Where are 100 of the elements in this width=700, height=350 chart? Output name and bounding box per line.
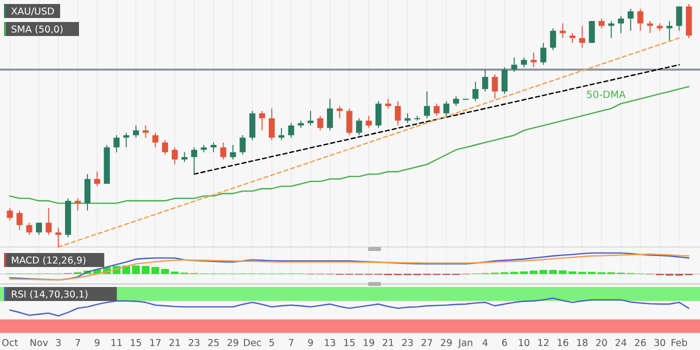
x-tick-label: 5 <box>268 338 275 349</box>
chart-title: RSI (14,70,30,1) <box>11 290 88 300</box>
x-tick-label: 3 <box>55 338 62 349</box>
candlestick <box>511 56 518 73</box>
candlestick <box>540 42 546 66</box>
candlestick <box>356 118 362 136</box>
candlestick <box>618 16 624 34</box>
bar <box>142 266 150 274</box>
x-tick-label: 11 <box>110 338 123 349</box>
x-tick-label: 7 <box>74 338 81 349</box>
candlestick <box>375 100 382 128</box>
candlestick <box>259 110 266 131</box>
candlestick <box>162 140 168 156</box>
bar <box>539 270 548 274</box>
candlestick <box>142 125 149 138</box>
x-tick-label: 25 <box>208 338 220 349</box>
candlestick <box>385 98 392 109</box>
x-tick-label: 26 <box>634 338 646 349</box>
bar <box>161 268 169 274</box>
bar <box>520 271 528 274</box>
x-tick-label: 15 <box>130 338 142 349</box>
candlestick <box>394 100 401 126</box>
candlestick <box>240 134 246 156</box>
candlestick <box>191 146 198 175</box>
candlestick <box>666 20 672 41</box>
candlestick <box>530 52 537 68</box>
candlestick <box>94 171 100 187</box>
candlestick <box>46 208 52 236</box>
chart-title: MACD (12,26,9) <box>11 256 86 266</box>
candlestick <box>55 227 62 248</box>
candlestick <box>308 110 314 126</box>
x-tick-label: 19 <box>362 338 375 349</box>
bar <box>132 266 140 274</box>
candlestick <box>598 18 605 29</box>
x-tick-label: 10 <box>518 338 530 349</box>
chart-title: XAU/USD <box>11 6 54 18</box>
candlestick <box>424 90 430 119</box>
x-tick-label: Dec <box>243 338 262 349</box>
candlestick <box>588 20 595 44</box>
candlestick <box>16 210 23 230</box>
x-tick-label: 18 <box>576 338 588 349</box>
x-tick-label: Jan <box>457 338 474 349</box>
x-tick-label: 23 <box>188 338 200 349</box>
x-tick-label: 9 <box>94 338 100 349</box>
x-tick-label: Oct <box>2 338 18 349</box>
candlestick <box>74 198 81 212</box>
legend-label: SMA (50,0) <box>11 24 64 36</box>
bar <box>530 270 538 274</box>
x-tick-label: 21 <box>382 338 394 349</box>
candlestick <box>569 32 576 44</box>
candlestick <box>453 96 460 107</box>
candlestick <box>366 115 372 128</box>
candlestick <box>172 146 178 165</box>
candlestick <box>346 108 352 136</box>
x-tick-label: 15 <box>343 338 356 349</box>
candlestick <box>628 8 634 32</box>
x-tick-label: 13 <box>324 338 336 349</box>
candlestick <box>608 20 614 39</box>
candlestick <box>434 103 440 116</box>
x-tick-label: 20 <box>596 338 608 349</box>
x-tick-label: 23 <box>402 338 414 349</box>
candlestick <box>114 134 120 153</box>
x-tick-label: 29 <box>226 338 239 349</box>
x-tick-label: 16 <box>556 338 569 349</box>
candlestick <box>268 108 275 141</box>
candlestick <box>278 127 284 141</box>
x-tick-label: Nov <box>30 338 49 349</box>
candlestick <box>288 122 294 138</box>
candlestick <box>132 125 139 138</box>
candlestick <box>220 142 226 160</box>
candlestick <box>336 106 343 119</box>
candlestick <box>676 6 682 32</box>
candlestick <box>579 25 586 48</box>
bar <box>549 270 557 274</box>
candlestick <box>443 100 450 116</box>
annotation: 50-DMA <box>586 90 626 101</box>
candlestick <box>230 144 236 160</box>
x-tick-label: Feb <box>670 338 688 349</box>
candlestick <box>550 28 556 51</box>
candlestick <box>152 132 158 148</box>
candlestick <box>520 56 527 68</box>
candlestick <box>637 8 644 32</box>
candlestick <box>482 69 488 92</box>
x-tick-label: 12 <box>537 338 550 349</box>
x-tick-label: 9 <box>308 338 314 349</box>
candlestick <box>181 152 188 162</box>
candlestick <box>6 208 13 221</box>
x-tick-label: 27 <box>420 338 433 349</box>
x-tick-label: 17 <box>149 338 162 349</box>
x-tick-label: 6 <box>502 338 508 349</box>
x-tick-label: 24 <box>614 338 627 349</box>
candlestick <box>502 66 508 94</box>
candlestick <box>326 98 333 131</box>
x-tick-label: 29 <box>440 338 452 349</box>
candlestick <box>647 20 654 34</box>
candlestick <box>317 115 324 131</box>
candlestick <box>560 22 566 39</box>
candlestick <box>123 132 130 148</box>
x-tick-label: 21 <box>168 338 181 349</box>
x-tick-label: 4 <box>482 338 488 349</box>
